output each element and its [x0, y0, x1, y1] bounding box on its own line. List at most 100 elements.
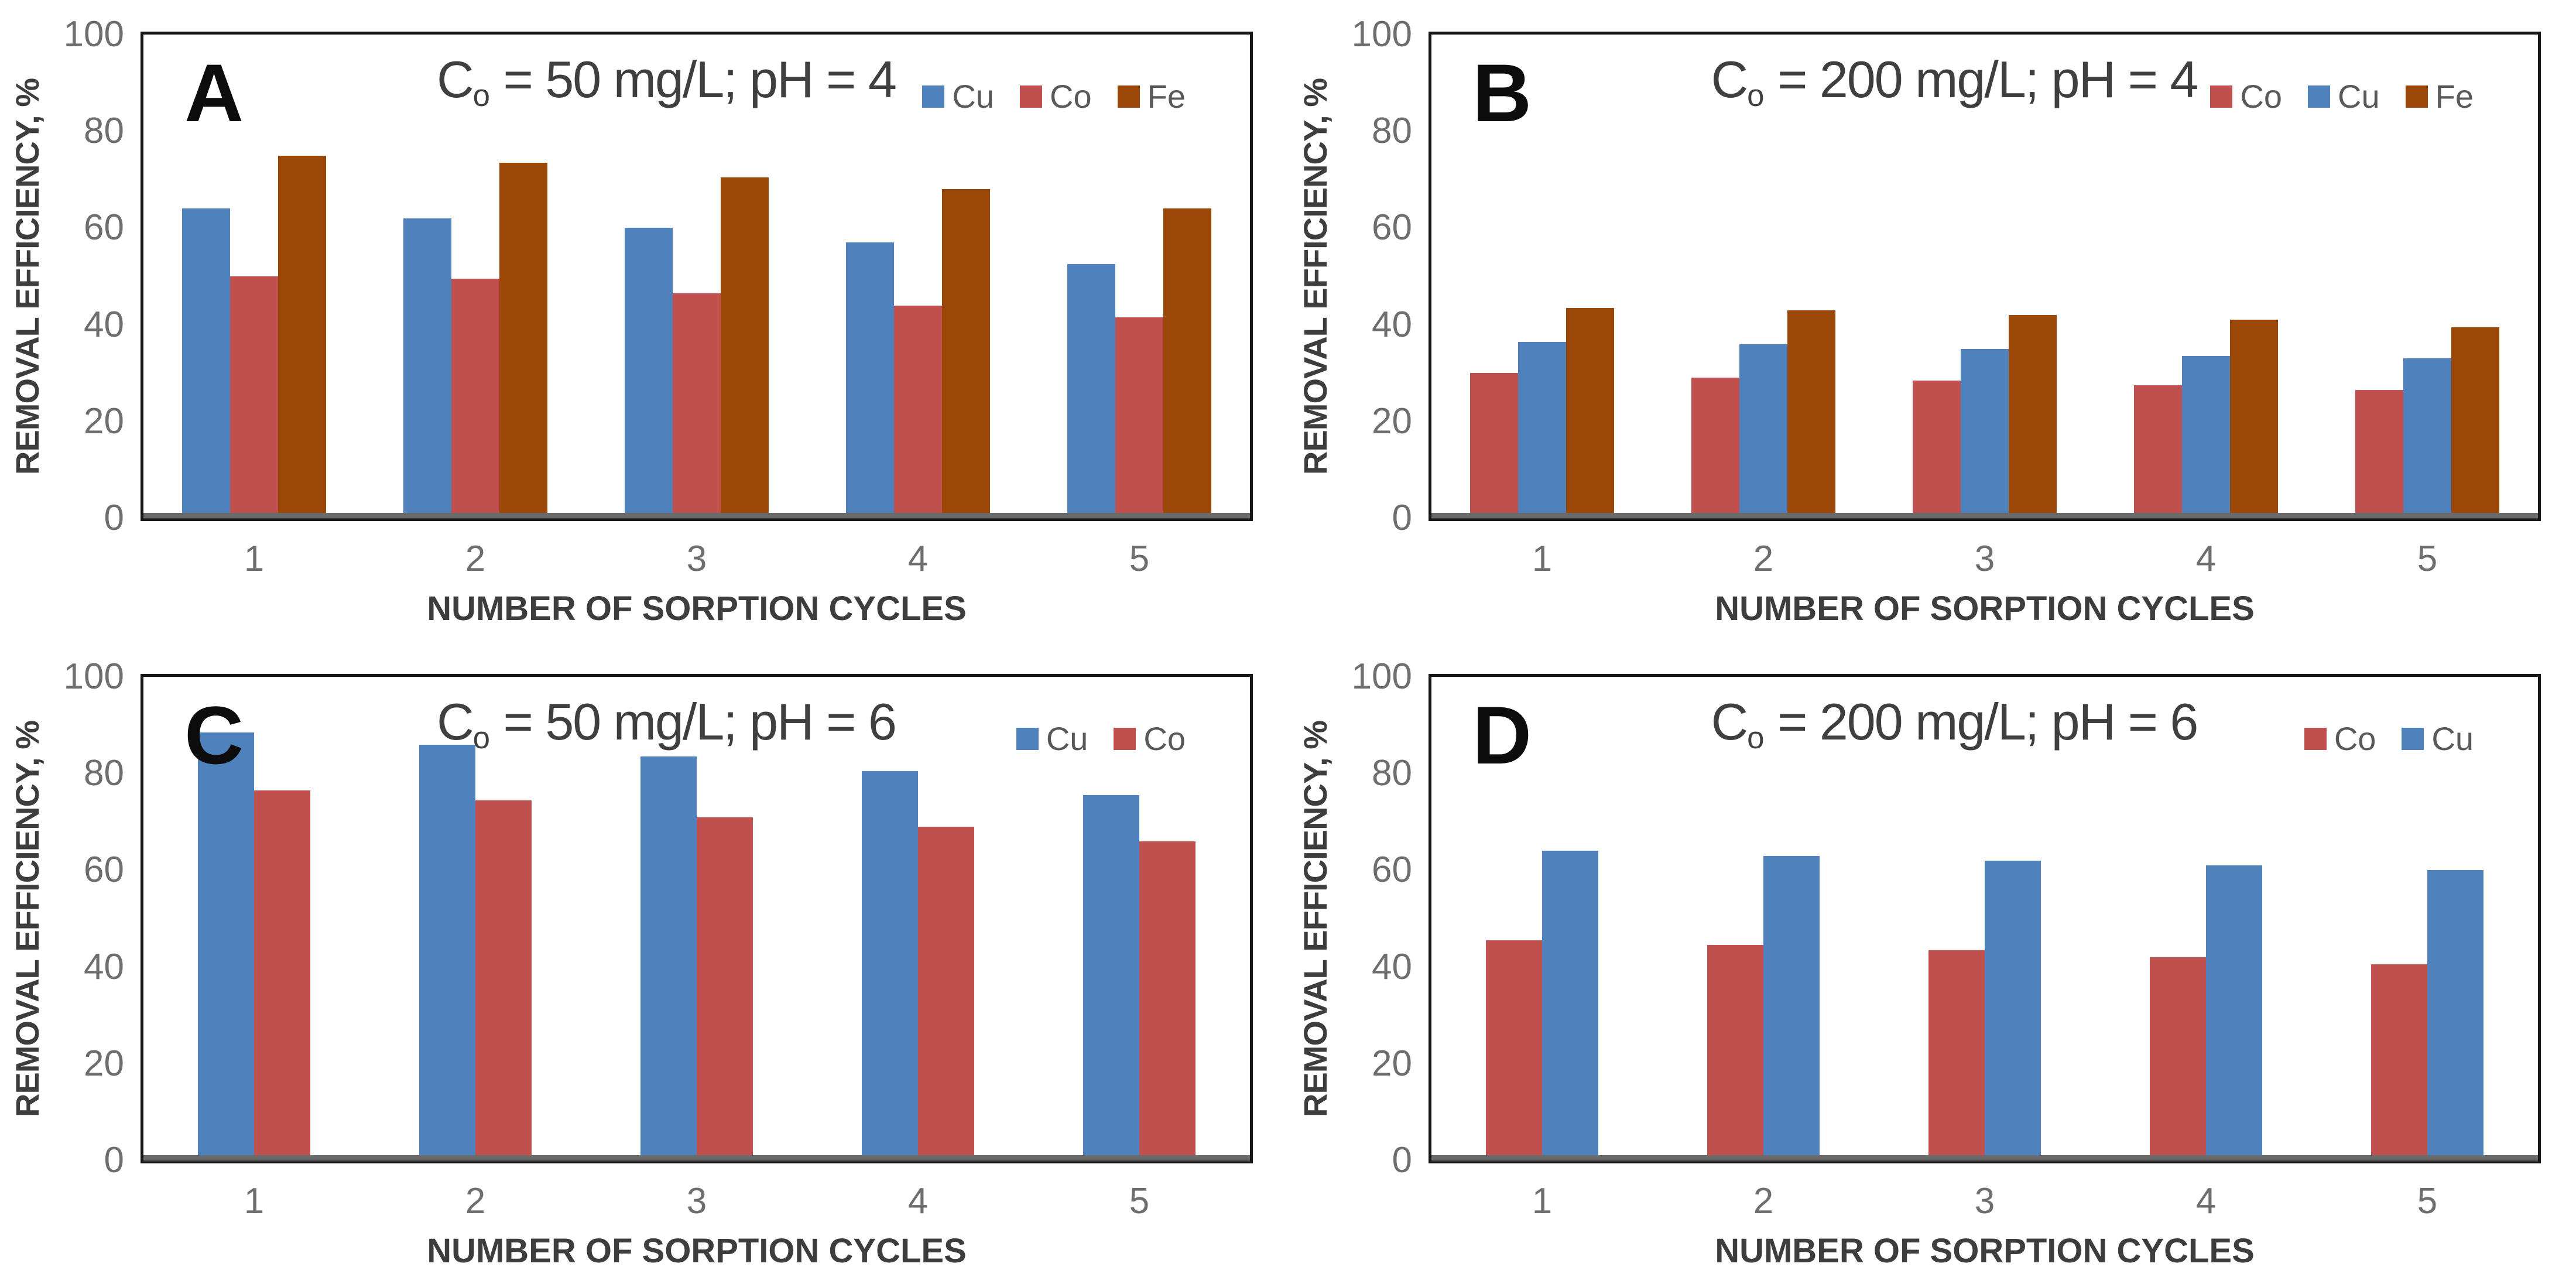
bar-group-cycle-2 [365, 35, 586, 518]
x-tick-label: 4 [907, 1181, 929, 1221]
bar-fe-cycle-4 [942, 189, 990, 518]
x-tick-label: 5 [2417, 539, 2438, 579]
x-tick-label: 1 [244, 1181, 265, 1221]
bar-co-cycle-3 [1928, 950, 1985, 1160]
bar-co-cycle-5 [2371, 964, 2427, 1160]
legend-label-fe: Fe [1147, 78, 1186, 115]
panel-c: REMOVAL EFFICIENCY, % 0 20 40 60 80 100 C Co = 5… [0, 642, 1288, 1284]
bar-group-cycle-2 [1653, 677, 1874, 1160]
bar-cu-cycle-3 [1961, 348, 2009, 518]
bar-group-cycle-4 [2095, 677, 2317, 1160]
bar-cu-cycle-2 [403, 218, 451, 518]
legend-label-cu: Cu [1046, 720, 1088, 757]
x-tick-label: 1 [1532, 1181, 1553, 1221]
y-tick-label: 40 [84, 304, 124, 345]
bar-cu-cycle-1 [1542, 851, 1598, 1160]
bar-group-cycle-1 [143, 677, 365, 1160]
bar-cu-cycle-5 [2427, 870, 2483, 1160]
bar-co-cycle-4 [918, 827, 974, 1160]
bar-fe-cycle-2 [499, 162, 547, 518]
y-tick-label: 0 [104, 498, 124, 538]
panel-title: Co = 200 mg/L; pH = 4 [1711, 50, 2199, 113]
panel-title: Co = 200 mg/L; pH = 6 [1711, 693, 2199, 755]
y-tick-label: 20 [84, 1043, 124, 1084]
y-tick-label: 0 [1392, 498, 1412, 538]
legend: Co Cu Fe [2210, 80, 2474, 113]
bar-group-cycle-5 [2317, 677, 2538, 1160]
legend-item-cu: Cu [2402, 723, 2474, 755]
y-tick-label: 40 [84, 946, 124, 987]
bar-group-cycle-1 [1431, 677, 1653, 1160]
bar-cu-cycle-4 [862, 771, 918, 1160]
bar-cu-cycle-2 [1739, 344, 1787, 518]
bar-cu-cycle-2 [1763, 855, 1820, 1160]
y-tick-label: 60 [1372, 207, 1412, 248]
x-axis-line [1431, 1155, 2538, 1160]
legend: Cu Co Fe [922, 80, 1186, 113]
legend-label-fe: Fe [2435, 78, 2474, 115]
y-tick-label: 40 [1372, 946, 1412, 987]
y-tick-label: 100 [1351, 656, 1412, 697]
legend-item-co: Co [2304, 723, 2376, 755]
y-tick-label: 20 [1372, 400, 1412, 441]
bars-layer [143, 35, 1250, 518]
legend-item-cu: Cu [1016, 723, 1088, 755]
y-tick-label: 100 [63, 14, 124, 54]
x-tick-label: 5 [1129, 539, 1150, 579]
bar-group-cycle-1 [1431, 35, 1653, 518]
panel-d: REMOVAL EFFICIENCY, % 0 20 40 60 80 100 D Co = 2… [1288, 642, 2576, 1284]
bar-cu-cycle-3 [625, 228, 673, 518]
bar-cu-cycle-1 [198, 732, 254, 1160]
y-tick-label: 60 [84, 850, 124, 891]
y-tick-label: 60 [84, 207, 124, 248]
x-tick-label: 5 [2417, 1181, 2438, 1221]
x-tick-label: 2 [1753, 1181, 1774, 1221]
legend-label-co: Co [2240, 78, 2283, 115]
y-tick-label: 100 [1351, 14, 1412, 54]
bar-co-cycle-4 [2150, 957, 2206, 1160]
cu-swatch-icon [2308, 85, 2331, 108]
bar-fe-cycle-5 [2451, 327, 2499, 518]
bar-group-cycle-3 [1874, 677, 2095, 1160]
plot-area: D Co = 200 mg/L; pH = 6 Co Cu [1429, 674, 2541, 1163]
bar-co-cycle-3 [1913, 380, 1961, 518]
y-axis-title: REMOVAL EFFICIENCY, % [1297, 78, 1334, 475]
bar-cu-cycle-4 [846, 242, 894, 518]
bar-group-cycle-5 [1029, 35, 1250, 518]
bar-co-cycle-5 [1139, 841, 1195, 1160]
plot-area: A Co = 50 mg/L; pH = 4 Cu Co Fe [141, 32, 1253, 521]
x-axis-title: NUMBER OF SORPTION CYCLES [427, 1232, 967, 1270]
cu-swatch-icon [922, 85, 945, 108]
bar-group-cycle-5 [1029, 677, 1250, 1160]
legend: Cu Co [1016, 723, 1186, 755]
legend-label-co: Co [1050, 78, 1092, 115]
legend-label-co: Co [1143, 720, 1186, 757]
bar-group-cycle-3 [586, 35, 807, 518]
x-tick-label: 2 [465, 539, 486, 579]
x-tick-label: 4 [2195, 1181, 2217, 1221]
x-axis-line [143, 513, 1250, 518]
bar-group-cycle-2 [1653, 35, 1874, 518]
bar-cu-cycle-1 [182, 208, 230, 518]
y-tick-label: 80 [1372, 753, 1412, 794]
bar-fe-cycle-1 [1566, 307, 1614, 518]
bar-cu-cycle-3 [640, 756, 697, 1160]
bar-cu-cycle-2 [419, 744, 475, 1160]
y-axis-title: REMOVAL EFFICIENCY, % [9, 720, 46, 1117]
bar-fe-cycle-1 [278, 155, 326, 518]
legend-label-cu: Cu [2431, 720, 2474, 757]
y-tick-label: 60 [1372, 850, 1412, 891]
panel-title: Co = 50 mg/L; pH = 4 [437, 50, 897, 113]
bar-co-cycle-3 [673, 293, 721, 518]
cu-swatch-icon [1016, 728, 1039, 750]
y-tick-label: 100 [63, 656, 124, 697]
panel-letter: D [1472, 689, 1532, 781]
bar-co-cycle-1 [1486, 940, 1542, 1160]
bar-co-cycle-2 [475, 800, 532, 1160]
bar-co-cycle-2 [1691, 378, 1739, 518]
bar-co-cycle-1 [230, 276, 278, 518]
bar-fe-cycle-5 [1163, 208, 1211, 518]
bars-layer [1431, 677, 2538, 1160]
x-axis-title: NUMBER OF SORPTION CYCLES [1715, 590, 2255, 628]
bar-fe-cycle-2 [1787, 310, 1835, 518]
